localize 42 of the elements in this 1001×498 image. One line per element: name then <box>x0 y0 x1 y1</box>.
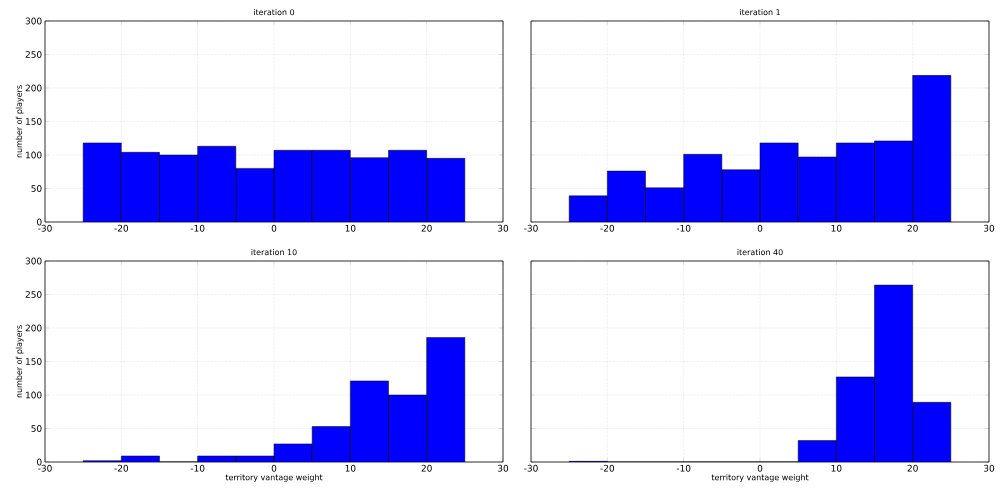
x-tick-label: 20 <box>421 464 432 472</box>
x-tick-label: -10 <box>676 464 691 472</box>
x-tick-label: -10 <box>190 464 205 472</box>
x-tick-label: 30 <box>983 464 995 472</box>
x-tick-label: -20 <box>600 464 615 472</box>
y-tick-label: 150 <box>26 118 42 125</box>
x-tick-label: -30 <box>38 464 52 472</box>
y-tick-label: 300 <box>25 257 42 265</box>
x-tick-label: 0 <box>271 224 277 232</box>
y-tick-label: 0 <box>37 458 42 466</box>
x-tick-label: -10 <box>190 224 205 232</box>
y-tick-label: 250 <box>25 291 42 298</box>
y-tick-label: 200 <box>25 84 42 92</box>
x-tick-label: -30 <box>38 224 52 232</box>
x-tick-label: 20 <box>421 224 432 232</box>
x-tick-label: -10 <box>676 224 691 232</box>
y-tick-label: 300 <box>25 17 42 25</box>
x-tick-label: 20 <box>907 224 918 232</box>
y-tick-label: 50 <box>31 185 42 192</box>
x-tick-label: 10 <box>345 464 356 472</box>
x-tick-label: 10 <box>831 464 842 472</box>
x-tick-label: 30 <box>497 464 509 472</box>
x-tick-label: 10 <box>831 224 842 232</box>
x-tick-label: 30 <box>983 224 995 232</box>
x-tick-label: -30 <box>524 224 538 232</box>
x-tick-label: 0 <box>757 224 763 232</box>
x-tick-label: 20 <box>907 464 918 472</box>
x-tick-label: 0 <box>757 464 763 472</box>
x-tick-label: -20 <box>114 464 129 472</box>
x-tick-label: 30 <box>497 224 509 232</box>
x-tick-label: 0 <box>271 464 277 472</box>
y-tick-label: 100 <box>26 391 42 399</box>
y-tick-label: 250 <box>25 51 42 58</box>
y-tick-label: 200 <box>25 324 42 332</box>
x-tick-label: -20 <box>600 224 615 232</box>
y-tick-label: 150 <box>26 358 42 365</box>
y-tick-label: 100 <box>26 151 42 159</box>
y-tick-label: 0 <box>37 218 42 226</box>
x-tick-label: -30 <box>524 464 538 472</box>
x-tick-label: 10 <box>345 224 356 232</box>
y-tick-label: 50 <box>31 425 42 432</box>
x-tick-label: -20 <box>114 224 129 232</box>
